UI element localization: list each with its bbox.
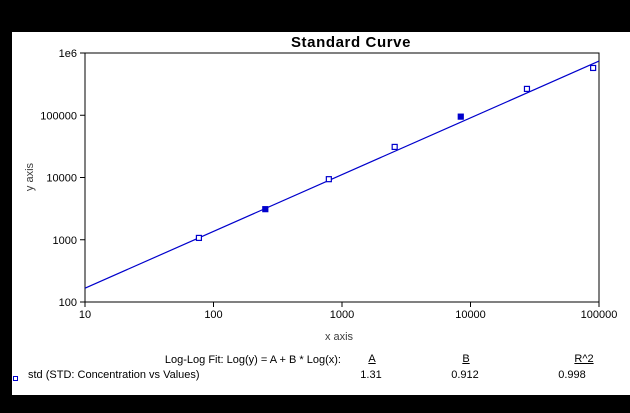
data-point-marker [391, 143, 398, 151]
x-tick-label: 100 [204, 309, 222, 321]
y-tick-label: 10000 [46, 173, 77, 185]
plot-area: 10 100 1000 10000 1000001001000100001000001e… [40, 48, 618, 321]
data-point-marker [523, 85, 531, 93]
data-point-marker [325, 176, 332, 183]
plot-border [84, 52, 600, 303]
x-axis-label: x axis [324, 331, 354, 343]
x-tick-label: 1000 [330, 309, 354, 321]
x-tick-label: 100000 [581, 309, 618, 321]
chart-canvas: 10 100 1000 10000 100000 100 1000 10000 100000 1e… [12, 32, 630, 395]
series-legend-label: std (STD: Concentration vs Values) [28, 369, 200, 381]
fit-line [84, 60, 600, 289]
y-axis-label: y axis [24, 162, 36, 192]
data-point-marker [457, 113, 464, 120]
fit-header-r2: R^2 [574, 353, 594, 365]
data-point-marker [262, 206, 269, 213]
chart-title: Standard Curve [290, 34, 412, 51]
x-tick-label: 10000 [455, 309, 486, 321]
data-point-marker [590, 64, 597, 72]
fit-header-a: A [368, 353, 376, 365]
fit-header-b: B [462, 353, 470, 365]
fit-value-b: 0.912 [451, 369, 479, 381]
x-tick-label: 10 [79, 309, 91, 321]
y-tick-label: 1000 [53, 235, 77, 247]
y-tick-label: 100 [59, 297, 77, 309]
fit-value-r2: 0.998 [558, 369, 586, 381]
y-tick-label: 1e6 [59, 48, 77, 60]
fit-equation-label: Log-Log Fit: Log(y) = A + B * Log(x): [164, 354, 341, 366]
y-tick-label: 100000 [40, 110, 77, 122]
series-marker-icon [13, 376, 18, 381]
data-point-marker [195, 234, 203, 242]
fit-value-a: 1.31 [360, 369, 382, 381]
